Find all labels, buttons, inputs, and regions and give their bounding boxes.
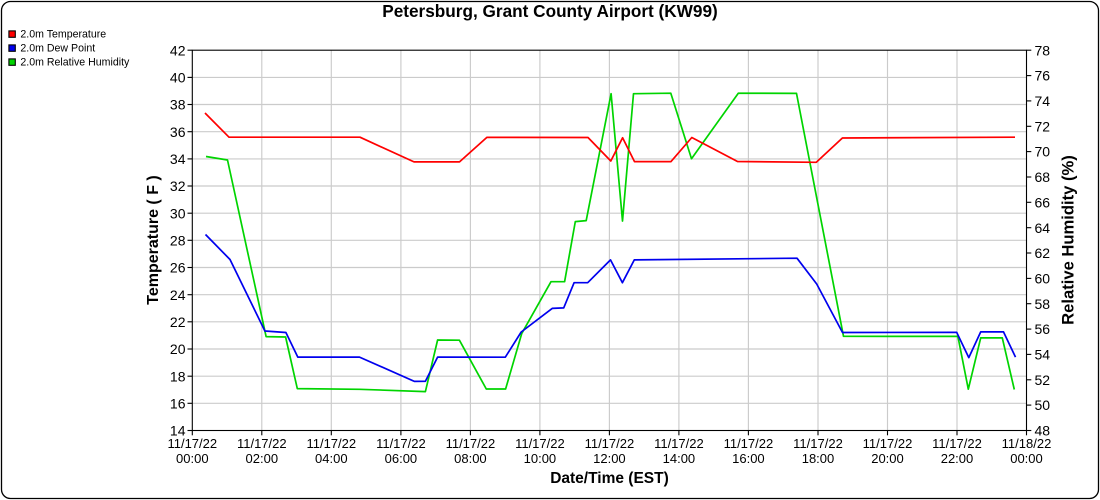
svg-text:2.0m Temperature: 2.0m Temperature	[20, 29, 106, 41]
svg-text:32: 32	[170, 178, 186, 194]
svg-text:56: 56	[1035, 321, 1051, 337]
svg-text:Date/Time (EST): Date/Time (EST)	[550, 470, 669, 487]
svg-text:06:00: 06:00	[385, 451, 418, 466]
svg-text:58: 58	[1035, 296, 1051, 312]
svg-text:02:00: 02:00	[246, 451, 279, 466]
svg-text:34: 34	[170, 151, 186, 167]
svg-text:74: 74	[1035, 93, 1051, 109]
svg-text:12:00: 12:00	[593, 451, 626, 466]
svg-text:11/17/22: 11/17/22	[793, 436, 843, 451]
svg-text:00:00: 00:00	[1010, 451, 1043, 466]
svg-text:2.0m Relative Humidity: 2.0m Relative Humidity	[20, 57, 130, 69]
svg-text:11/17/22: 11/17/22	[167, 436, 217, 451]
svg-text:70: 70	[1035, 144, 1051, 160]
svg-text:36: 36	[170, 124, 186, 140]
svg-text:14: 14	[170, 423, 186, 439]
svg-text:Relative Humidity (%): Relative Humidity (%)	[1059, 155, 1078, 325]
svg-text:11/17/22: 11/17/22	[585, 436, 635, 451]
svg-text:28: 28	[170, 232, 186, 248]
svg-text:14:00: 14:00	[663, 451, 696, 466]
svg-text:54: 54	[1035, 347, 1051, 363]
svg-text:Temperature ( F ): Temperature ( F )	[145, 175, 162, 305]
svg-text:30: 30	[170, 205, 186, 221]
svg-text:16: 16	[170, 395, 186, 411]
svg-text:22: 22	[170, 314, 186, 330]
svg-text:11/17/22: 11/17/22	[724, 436, 774, 451]
svg-text:11/17/22: 11/17/22	[306, 436, 356, 451]
svg-text:38: 38	[170, 97, 186, 113]
svg-text:11/17/22: 11/17/22	[237, 436, 287, 451]
svg-text:11/17/22: 11/17/22	[446, 436, 496, 451]
svg-text:00:00: 00:00	[176, 451, 209, 466]
svg-text:11/17/22: 11/17/22	[863, 436, 913, 451]
svg-text:11/17/22: 11/17/22	[654, 436, 704, 451]
svg-text:11/18/22: 11/18/22	[1002, 436, 1052, 451]
svg-text:20: 20	[170, 341, 186, 357]
svg-text:50: 50	[1035, 397, 1051, 413]
svg-text:16:00: 16:00	[732, 451, 765, 466]
svg-text:11/17/22: 11/17/22	[376, 436, 426, 451]
svg-text:2.0m Dew Point: 2.0m Dew Point	[20, 43, 95, 55]
svg-text:66: 66	[1035, 194, 1051, 210]
svg-text:60: 60	[1035, 271, 1051, 287]
svg-text:64: 64	[1035, 220, 1051, 236]
svg-text:26: 26	[170, 260, 186, 276]
svg-text:62: 62	[1035, 245, 1051, 261]
svg-text:11/17/22: 11/17/22	[932, 436, 982, 451]
svg-text:18: 18	[170, 368, 186, 384]
svg-text:08:00: 08:00	[454, 451, 487, 466]
svg-text:04:00: 04:00	[315, 451, 348, 466]
svg-text:72: 72	[1035, 118, 1051, 134]
svg-text:10:00: 10:00	[524, 451, 557, 466]
svg-text:20:00: 20:00	[871, 451, 904, 466]
svg-text:78: 78	[1035, 42, 1051, 58]
svg-text:40: 40	[170, 70, 186, 86]
svg-text:Petersburg, Grant County Airpo: Petersburg, Grant County Airport (KW99)	[382, 1, 718, 21]
svg-text:22:00: 22:00	[941, 451, 974, 466]
svg-text:42: 42	[170, 42, 186, 58]
svg-text:24: 24	[170, 287, 186, 303]
svg-text:11/17/22: 11/17/22	[515, 436, 565, 451]
svg-text:76: 76	[1035, 68, 1051, 84]
svg-text:18:00: 18:00	[802, 451, 835, 466]
svg-text:48: 48	[1035, 423, 1051, 439]
svg-text:68: 68	[1035, 169, 1051, 185]
svg-text:52: 52	[1035, 372, 1051, 388]
